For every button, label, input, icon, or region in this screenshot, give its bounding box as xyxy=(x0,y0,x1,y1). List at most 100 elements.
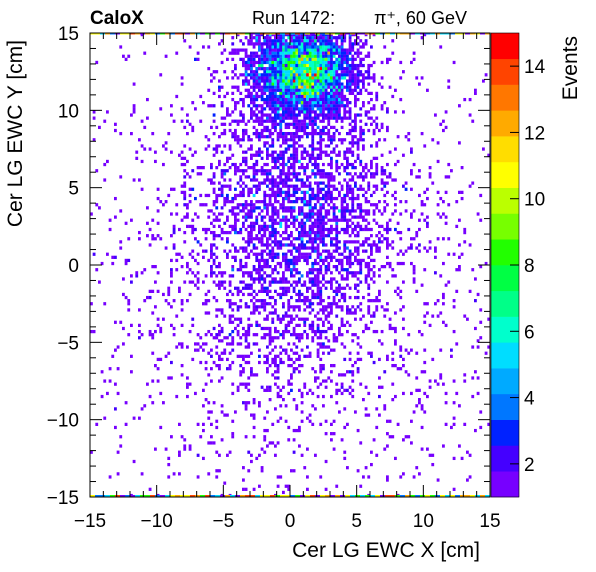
heatmap-bin xyxy=(223,314,227,318)
heatmap-bin xyxy=(274,200,277,204)
heatmap-bin xyxy=(135,495,140,497)
heatmap-bin xyxy=(271,258,275,263)
heatmap-bin xyxy=(316,295,320,300)
heatmap-bin xyxy=(236,289,240,293)
heatmap-bin xyxy=(370,107,373,111)
heatmap-bin xyxy=(343,277,347,281)
heatmap-bin xyxy=(319,147,323,151)
heatmap-bin xyxy=(284,252,288,256)
heatmap-bin xyxy=(231,162,235,167)
heatmap-bin xyxy=(343,196,347,201)
heatmap-bin xyxy=(268,224,272,229)
heatmap-bin xyxy=(434,302,437,306)
heatmap-bin xyxy=(234,410,237,414)
heatmap-bin xyxy=(234,317,237,321)
heatmap-bin xyxy=(298,42,301,46)
heatmap-bin xyxy=(92,110,96,114)
heatmap-bin xyxy=(332,147,336,151)
heatmap-bin xyxy=(311,39,315,43)
heatmap-bin xyxy=(185,495,190,497)
heatmap-bin xyxy=(100,33,105,35)
heatmap-bin xyxy=(279,104,283,108)
heatmap-bin xyxy=(322,110,325,114)
heatmap-bin xyxy=(359,484,363,488)
heatmap-bin xyxy=(343,255,347,259)
heatmap-bin xyxy=(250,107,253,111)
heatmap-bin xyxy=(306,33,309,37)
heatmap-bin xyxy=(332,104,336,108)
heatmap-bin xyxy=(308,33,312,37)
heatmap-bin xyxy=(320,33,325,35)
heatmap-bin xyxy=(439,215,443,219)
heatmap-bin xyxy=(287,67,291,71)
heatmap-bin xyxy=(303,73,307,77)
heatmap-bin xyxy=(314,51,317,55)
heatmap-bin xyxy=(276,391,280,396)
heatmap-bin xyxy=(159,326,163,331)
heatmap-bin xyxy=(370,159,373,164)
heatmap-bin xyxy=(423,218,427,222)
heatmap-bin xyxy=(155,495,160,497)
heatmap-bin xyxy=(351,370,355,374)
heatmap-bin xyxy=(356,367,360,371)
heatmap-bin xyxy=(340,308,344,312)
heatmap-bin xyxy=(274,85,277,89)
heatmap-bin xyxy=(212,336,216,340)
heatmap-bin xyxy=(303,354,307,358)
heatmap-bin xyxy=(332,94,336,99)
heatmap-bin xyxy=(271,246,275,250)
heatmap-bin xyxy=(151,131,155,136)
heatmap-bin xyxy=(322,119,325,123)
heatmap-bin xyxy=(439,348,443,352)
heatmap-bin xyxy=(319,363,323,368)
heatmap-bin xyxy=(332,113,336,117)
heatmap-bin xyxy=(279,125,283,130)
heatmap-bin xyxy=(346,104,349,108)
heatmap-bin xyxy=(266,333,269,337)
heatmap-bin xyxy=(330,135,333,139)
heatmap-bin xyxy=(322,57,325,61)
heatmap-bin xyxy=(380,104,384,108)
heatmap-bin xyxy=(306,271,309,275)
heatmap-bin xyxy=(332,196,336,201)
heatmap-bin xyxy=(335,85,339,89)
heatmap-bin xyxy=(415,175,419,179)
heatmap-bin xyxy=(346,370,349,374)
heatmap-bin xyxy=(436,314,440,318)
heatmap-bin xyxy=(426,394,429,399)
heatmap-bin xyxy=(316,131,320,136)
heatmap-bin xyxy=(290,110,293,114)
heatmap-bin xyxy=(300,333,304,337)
heatmap-bin xyxy=(354,258,357,263)
heatmap-bin xyxy=(115,33,120,35)
heatmap-bin xyxy=(258,54,261,58)
heatmap-bin xyxy=(220,150,224,154)
heatmap-bin xyxy=(300,144,304,148)
heatmap-bin xyxy=(332,295,336,300)
heatmap-bin xyxy=(252,166,256,170)
heatmap-bin xyxy=(332,85,336,89)
heatmap-bin xyxy=(252,79,256,83)
heatmap-bin xyxy=(274,159,277,164)
heatmap-bin xyxy=(311,91,315,96)
heatmap-bin xyxy=(202,342,205,346)
heatmap-bin xyxy=(276,153,280,157)
heatmap-bin xyxy=(271,116,275,120)
heatmap-bin xyxy=(300,128,304,133)
heatmap-bin xyxy=(172,119,176,123)
heatmap-bin xyxy=(308,91,312,96)
heatmap-bin xyxy=(378,249,381,253)
heatmap-bin xyxy=(324,54,328,58)
heatmap-bin xyxy=(322,67,325,71)
heatmap-bin xyxy=(226,91,229,96)
heatmap-bin xyxy=(132,107,136,111)
heatmap-bin xyxy=(220,311,224,315)
heatmap-bin xyxy=(263,169,267,173)
heatmap-bin xyxy=(367,299,371,303)
heatmap-bin xyxy=(332,97,336,102)
heatmap-bin xyxy=(308,79,312,83)
heatmap-bin xyxy=(231,119,235,123)
heatmap-bin xyxy=(340,39,344,43)
heatmap-bin xyxy=(324,200,328,204)
heatmap-bin xyxy=(330,196,333,201)
